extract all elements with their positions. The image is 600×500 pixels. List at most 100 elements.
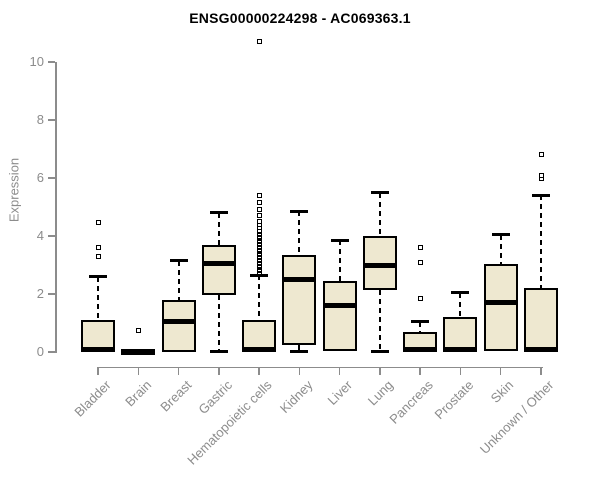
boxplot-box	[161, 299, 196, 352]
boxplot-lower-cap	[290, 349, 309, 353]
x-tick	[177, 367, 180, 375]
boxplot-median	[201, 261, 236, 267]
outlier-marker	[538, 152, 544, 158]
boxplot-lower-whisker	[378, 289, 381, 352]
boxplot-median	[81, 347, 115, 353]
y-axis-line	[55, 62, 57, 353]
boxplot-median	[403, 347, 438, 353]
boxplot-upper-cap	[330, 238, 349, 242]
y-tick	[48, 351, 55, 353]
boxplot-upper-cap	[532, 193, 550, 197]
outlier-marker	[538, 172, 544, 178]
boxplot-upper-whisker	[177, 260, 180, 300]
x-tick-label: Brain	[122, 377, 155, 410]
boxplot-box	[524, 288, 558, 352]
y-tick-label: 0	[36, 344, 44, 359]
outlier-marker	[417, 259, 423, 265]
x-tick-label: Liver	[325, 377, 356, 408]
boxplot-median	[524, 347, 558, 353]
boxplot-upper-cap	[250, 273, 269, 277]
boxplot-median	[443, 347, 478, 353]
x-tick-label: Prostate	[431, 377, 477, 423]
boxplot-median	[282, 277, 317, 282]
outlier-marker	[256, 39, 262, 45]
x-tick-label: Lung	[364, 377, 396, 409]
boxplot-upper-cap	[290, 209, 309, 213]
boxplot-upper-whisker	[499, 234, 502, 264]
outlier-marker	[95, 253, 101, 259]
outlier-marker	[95, 245, 101, 251]
boxplot-upper-whisker	[97, 276, 99, 321]
y-tick-label: 6	[36, 170, 44, 185]
outlier-marker	[135, 328, 141, 334]
x-tick	[218, 367, 220, 375]
x-tick	[97, 367, 99, 375]
x-tick	[258, 367, 260, 375]
y-tick	[48, 177, 55, 179]
y-tick-label: 2	[36, 286, 44, 301]
boxplot-median	[483, 299, 518, 305]
x-tick-label: Breast	[157, 377, 195, 415]
boxplot-upper-cap	[451, 291, 470, 295]
boxplot-upper-whisker	[419, 321, 422, 332]
y-tick	[48, 235, 55, 237]
boxplot-lower-cap	[370, 349, 389, 353]
x-tick	[459, 367, 462, 375]
y-tick	[48, 293, 55, 295]
boxplot-median	[322, 303, 357, 309]
boxplot-lower-cap	[209, 349, 228, 353]
x-tick	[419, 367, 421, 375]
boxplot-upper-cap	[169, 259, 188, 263]
x-tick	[540, 367, 542, 375]
outlier-marker	[417, 245, 423, 251]
boxplot-upper-cap	[491, 233, 510, 237]
chart-title: ENSG00000224298 - AC069363.1	[189, 10, 411, 26]
boxplot-upper-cap	[89, 275, 107, 279]
x-tick-label: Pancreas	[386, 377, 437, 427]
boxplot-box	[322, 280, 357, 351]
boxplot-box	[483, 263, 518, 352]
boxplot-median	[121, 348, 156, 354]
x-tick	[338, 367, 341, 375]
boxplot-box	[201, 244, 236, 296]
x-tick-label: Skin	[488, 377, 517, 406]
outlier-marker	[256, 212, 262, 218]
boxplot-upper-whisker	[459, 292, 462, 318]
boxplot-upper-cap	[209, 211, 228, 215]
boxplot-lower-whisker	[298, 344, 301, 352]
x-axis-line	[97, 366, 543, 368]
boxplot-upper-whisker	[540, 195, 542, 289]
boxplot-upper-whisker	[338, 240, 341, 281]
boxplot-median	[242, 347, 277, 353]
outlier-marker	[417, 295, 423, 301]
x-tick-label: Kidney	[276, 377, 316, 417]
boxplot-upper-whisker	[217, 212, 220, 245]
x-tick	[499, 367, 502, 375]
boxplot-upper-whisker	[378, 192, 381, 236]
boxplot-box	[282, 254, 317, 345]
y-tick-label: 8	[36, 112, 44, 127]
boxplot-upper-cap	[411, 320, 430, 324]
outlier-marker	[256, 206, 262, 212]
outlier-marker	[256, 219, 262, 224]
x-tick-label: Gastric	[195, 377, 235, 418]
boxplot-median	[161, 319, 196, 325]
boxplot-lower-whisker	[217, 295, 220, 352]
x-tick-label: Bladder	[71, 377, 114, 420]
outlier-marker	[256, 193, 262, 199]
boxplot-upper-whisker	[258, 275, 261, 321]
x-tick	[137, 367, 140, 375]
x-tick-label: Unknown / Other	[477, 377, 557, 457]
outlier-marker	[256, 200, 262, 206]
y-tick	[48, 119, 55, 121]
x-tick	[379, 367, 381, 375]
outlier-marker	[95, 220, 101, 226]
y-tick	[48, 61, 55, 63]
boxplot-median	[362, 262, 397, 268]
y-tick-label: 4	[36, 228, 44, 243]
y-tick-label: 10	[29, 54, 44, 69]
boxplot-upper-whisker	[298, 211, 301, 255]
x-tick	[298, 367, 301, 375]
